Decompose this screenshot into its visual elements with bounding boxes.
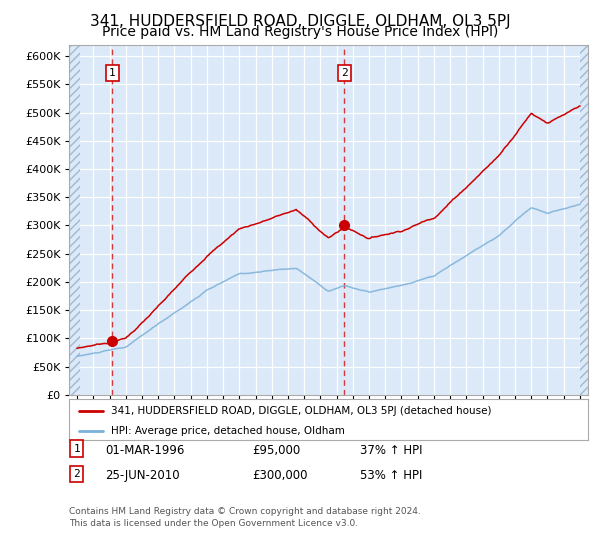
Text: 341, HUDDERSFIELD ROAD, DIGGLE, OLDHAM, OL3 5PJ (detached house): 341, HUDDERSFIELD ROAD, DIGGLE, OLDHAM, … bbox=[110, 405, 491, 416]
Text: 2: 2 bbox=[73, 469, 80, 479]
Text: 2: 2 bbox=[341, 68, 348, 78]
Text: 341, HUDDERSFIELD ROAD, DIGGLE, OLDHAM, OL3 5PJ: 341, HUDDERSFIELD ROAD, DIGGLE, OLDHAM, … bbox=[89, 14, 511, 29]
Text: 1: 1 bbox=[73, 444, 80, 454]
Text: 53% ↑ HPI: 53% ↑ HPI bbox=[360, 469, 422, 482]
Text: £95,000: £95,000 bbox=[252, 444, 300, 456]
Text: 01-MAR-1996: 01-MAR-1996 bbox=[105, 444, 184, 456]
Bar bbox=[580, 45, 588, 395]
Text: Price paid vs. HM Land Registry's House Price Index (HPI): Price paid vs. HM Land Registry's House … bbox=[102, 25, 498, 39]
Text: 1: 1 bbox=[109, 68, 116, 78]
Text: HPI: Average price, detached house, Oldham: HPI: Average price, detached house, Oldh… bbox=[110, 426, 344, 436]
Text: 37% ↑ HPI: 37% ↑ HPI bbox=[360, 444, 422, 456]
Text: Contains HM Land Registry data © Crown copyright and database right 2024.
This d: Contains HM Land Registry data © Crown c… bbox=[69, 507, 421, 528]
Bar bbox=[69, 45, 80, 395]
Text: £300,000: £300,000 bbox=[252, 469, 308, 482]
Text: 25-JUN-2010: 25-JUN-2010 bbox=[105, 469, 179, 482]
